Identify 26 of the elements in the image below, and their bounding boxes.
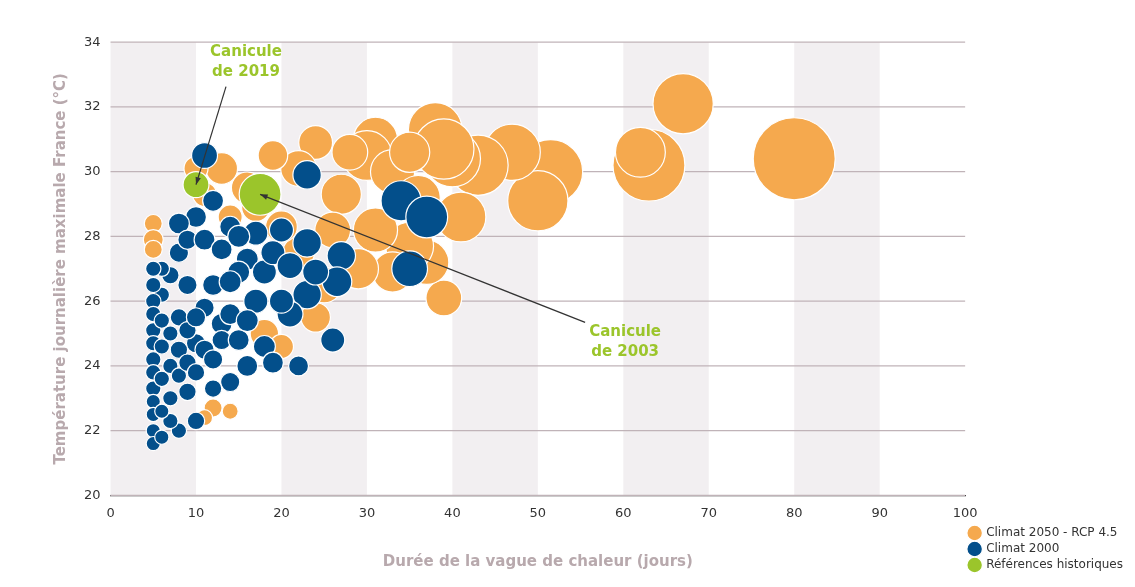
x-tick-label: 10 xyxy=(187,504,205,520)
y-tick-label: 26 xyxy=(84,292,101,308)
y-tick-label: 30 xyxy=(84,163,101,179)
x-tick-label: 60 xyxy=(615,504,632,520)
y-tick-label: 22 xyxy=(84,422,101,438)
legend-label: Climat 2000 xyxy=(986,541,1060,556)
annotation: Canicule de 2003 xyxy=(589,321,662,360)
x-tick-label: 0 xyxy=(106,504,115,520)
y-tick-label: 20 xyxy=(84,486,101,502)
annotation: Canicule de 2019 xyxy=(210,42,282,81)
y-tick-label: 28 xyxy=(84,227,101,243)
x-tick-label: 40 xyxy=(444,504,461,520)
legend-label: Climat 2050 - RCP 4.5 xyxy=(986,525,1118,540)
x-tick-label: 90 xyxy=(871,504,888,520)
x-tick-label: 100 xyxy=(952,504,978,520)
x-tick-label: 50 xyxy=(529,504,547,520)
y-tick-label: 34 xyxy=(84,33,101,49)
x-tick-label: 80 xyxy=(785,504,803,520)
x-tick-label: 30 xyxy=(358,504,376,520)
x-tick-label: 70 xyxy=(700,504,718,520)
y-tick-label: 24 xyxy=(84,357,101,373)
y-tick-label: 32 xyxy=(84,98,101,114)
x-axis-title: Durée de la vague de chaleur (jours) xyxy=(382,551,693,570)
y-axis-title: Température journalière maximale France (°C) xyxy=(50,73,69,465)
x-tick-label: 20 xyxy=(273,504,290,520)
legend-label: Références historiques xyxy=(986,557,1123,572)
